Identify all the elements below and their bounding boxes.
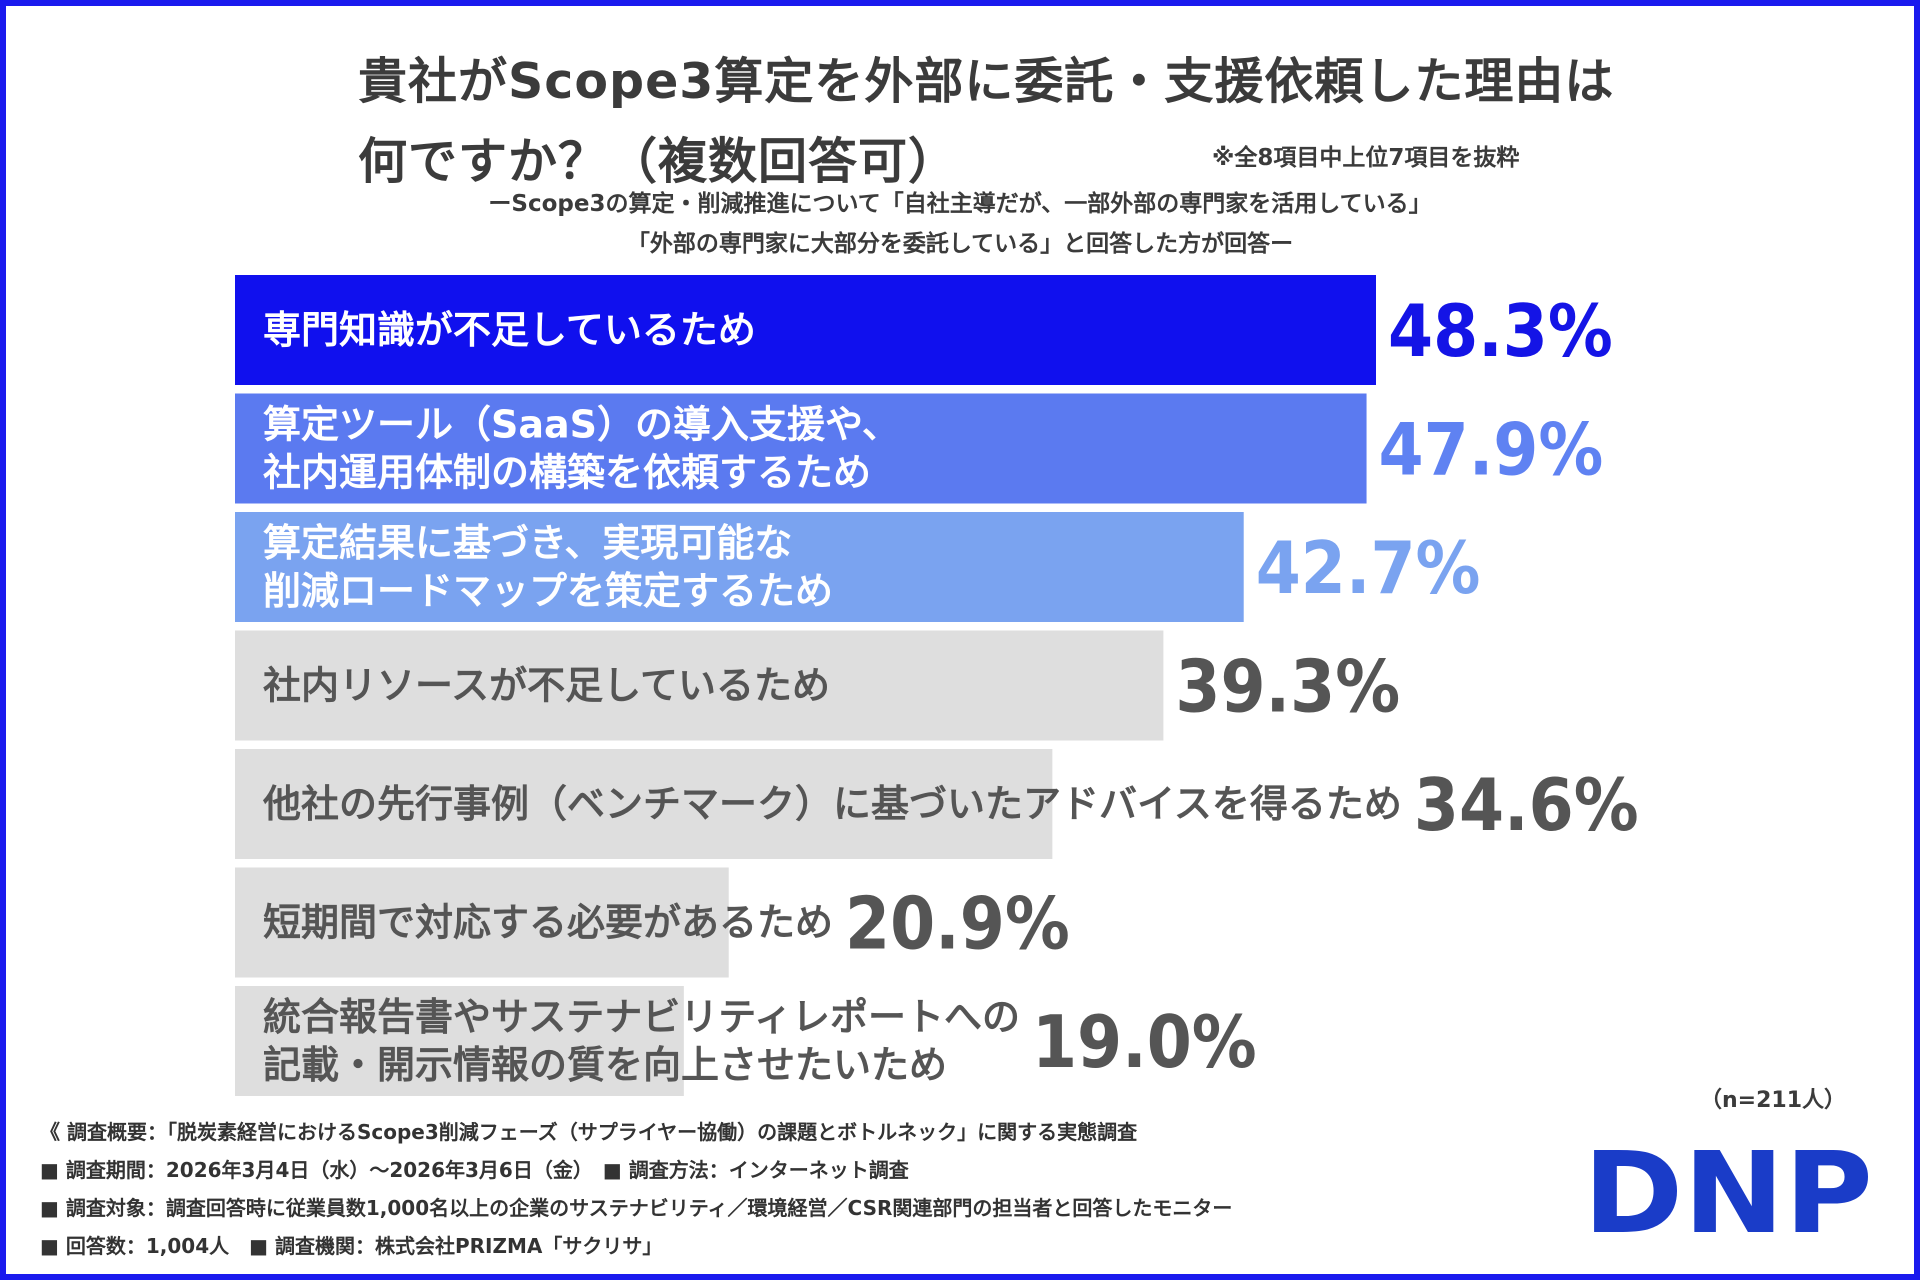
survey-line-2: ■ 調査期間：2026年3月4日（水）〜2026年3月6日（金） ■ 調査方法：…: [40, 1158, 909, 1182]
bar-value-3: 42.7%: [1256, 526, 1481, 610]
bar-label-1: 専門知識が不足しているため: [263, 308, 756, 352]
sample-size: （n=211人）: [1700, 1088, 1847, 1113]
bar-4: [235, 630, 1164, 741]
dnp-logo-text: DNP: [1583, 1136, 1873, 1246]
title-line-2: 何ですか？（複数回答可）: [358, 133, 959, 190]
bar-1: [235, 275, 1376, 385]
bar-2: [235, 393, 1367, 504]
bar-6: [235, 867, 729, 978]
chart-subtitle: ーScope3の算定・削減推進について「自社主導だが、一部外部の専門家を活用して…: [0, 184, 1920, 264]
chart-title: 貴社がScope3算定を外部に委託・支援依頼した理由は 何ですか？（複数回答可）: [358, 42, 1614, 202]
title-line-1: 貴社がScope3算定を外部に委託・支援依頼した理由は: [358, 53, 1615, 110]
bar-value-4: 39.3%: [1175, 645, 1400, 729]
bar-value-6: 20.9%: [845, 882, 1070, 966]
subtitle-line-1: ーScope3の算定・削減推進について「自社主導だが、一部外部の専門家を活用して…: [488, 191, 1432, 217]
bar-label-3: 算定結果に基づき、実現可能な削減ロードマップを策定するため: [263, 521, 833, 613]
bar-value-7: 19.0%: [1032, 1000, 1257, 1084]
bar-label-4: 社内リソースが不足しているため: [263, 664, 830, 708]
survey-overview: 《 調査概要：「脱炭素経営におけるScope3削減フェーズ（サプライヤー協働）の…: [40, 1113, 1232, 1265]
subtitle-line-2: 「外部の専門家に大部分を委託している」と回答した方が回答ー: [626, 231, 1294, 257]
bar-5: [235, 749, 1053, 859]
bar-label-6: 短期間で対応する必要があるため: [263, 901, 833, 945]
survey-line-4: ■ 回答数：1,004人 ■ 調査機関：株式会社PRIZMA「サクリサ」: [40, 1234, 663, 1258]
bar-value-5: 34.6%: [1414, 763, 1639, 847]
dnp-logo: DNP: [1583, 1136, 1873, 1246]
survey-line-1: 《 調査概要：「脱炭素経営におけるScope3削減フェーズ（サプライヤー協働）の…: [40, 1120, 1138, 1144]
bar-label-2: 算定ツール（SaaS）の導入支援や、社内運用体制の構築を依頼するため: [263, 403, 900, 495]
bar-value-1: 48.3%: [1388, 289, 1613, 373]
survey-line-3: ■ 調査対象：調査回答時に従業員数1,000名以上の企業のサステナビリティ／環境…: [40, 1196, 1233, 1220]
bar-label-5: 他社の先行事例（ベンチマーク）に基づいたアドバイスを得るため: [262, 782, 1402, 826]
excerpt-note: ※全8項目中上位7項目を抜粋: [1212, 145, 1520, 171]
bar-7: [235, 986, 684, 1096]
bar-label-7: 統合報告書やサステナビリティレポートへの記載・開示情報の質を向上させたいため: [263, 995, 1020, 1087]
bar-3: [235, 512, 1244, 622]
bar-value-2: 47.9%: [1379, 408, 1604, 492]
